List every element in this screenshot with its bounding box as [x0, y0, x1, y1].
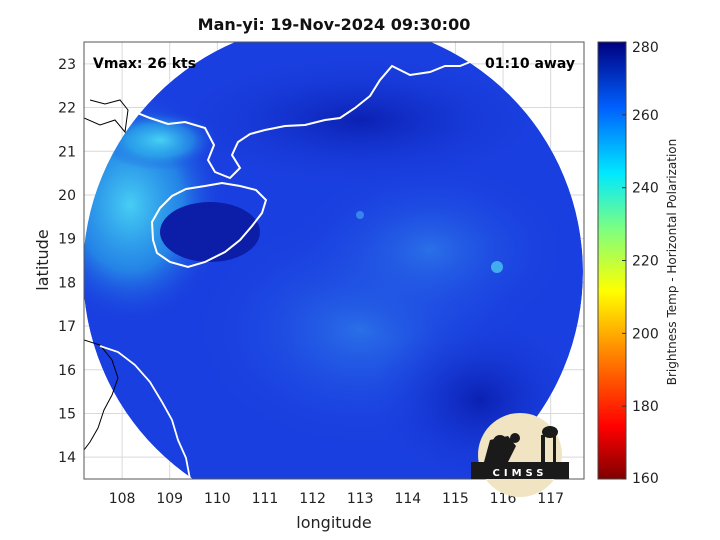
x-tick-label: 110 — [204, 491, 231, 507]
mainland-coast-west — [84, 99, 129, 134]
x-tick-label: 115 — [442, 491, 469, 507]
x-tick-label: 111 — [252, 491, 279, 507]
figure-title: Man-yi: 19-Nov-2024 09:30:00 — [198, 15, 471, 34]
south-china-coast — [129, 61, 471, 180]
y-tick-label: 21 — [58, 144, 76, 160]
x-tick-label: 113 — [347, 491, 374, 507]
x-tick-label: 114 — [394, 491, 421, 507]
axes-frame — [83, 41, 585, 480]
y-tick-label: 18 — [58, 275, 76, 291]
y-tick-label: 19 — [58, 232, 76, 248]
x-tick-labels: 108 109 110 111 112 113 114 115 116 117 — [109, 491, 564, 507]
microwave-scan-disk — [84, 42, 583, 479]
colorbar-tick-label: 280 — [632, 40, 659, 56]
colorbar — [597, 41, 627, 480]
hainan-island-outline — [150, 181, 268, 269]
y-tick-label: 23 — [58, 57, 76, 73]
x-tick-label: 112 — [299, 491, 326, 507]
y-tick-labels: 14 15 16 17 18 19 20 21 22 23 — [58, 57, 76, 466]
y-tick-label: 15 — [58, 406, 76, 422]
cimss-logo-text: CIMSS — [493, 468, 548, 479]
y-tick-label: 14 — [58, 450, 76, 466]
y-tick-label: 22 — [58, 101, 76, 117]
colorbar-tick-label: 220 — [632, 254, 659, 270]
colorbar-tick-label: 180 — [632, 399, 659, 415]
colorbar-tick-labels: 160 180 200 220 240 260 280 — [622, 40, 659, 487]
y-tick-label: 17 — [58, 319, 76, 335]
y-tick-label: 20 — [58, 188, 76, 204]
x-axis-label: longitude — [296, 513, 371, 532]
time-away-label: 01:10 away — [485, 56, 575, 72]
cimss-logo: CIMSS — [471, 413, 569, 497]
x-tick-label: 117 — [537, 491, 564, 507]
vietnam-coast-white — [99, 345, 191, 479]
colorbar-tick-label: 260 — [632, 108, 659, 124]
coastlines — [84, 61, 471, 479]
colorbar-tick-label: 240 — [632, 181, 659, 197]
y-tick-label: 16 — [58, 363, 76, 379]
colorbar-tick-label: 160 — [632, 471, 659, 487]
y-axis-label: latitude — [33, 229, 52, 290]
colorbar-tick-label: 200 — [632, 326, 659, 342]
x-tick-label: 109 — [156, 491, 183, 507]
colorbar-label: Brightness Temp - Horizontal Polarizatio… — [665, 139, 679, 386]
x-tick-label: 108 — [109, 491, 136, 507]
vietnam-coast — [84, 339, 119, 451]
vmax-label: Vmax: 26 kts — [93, 56, 196, 72]
